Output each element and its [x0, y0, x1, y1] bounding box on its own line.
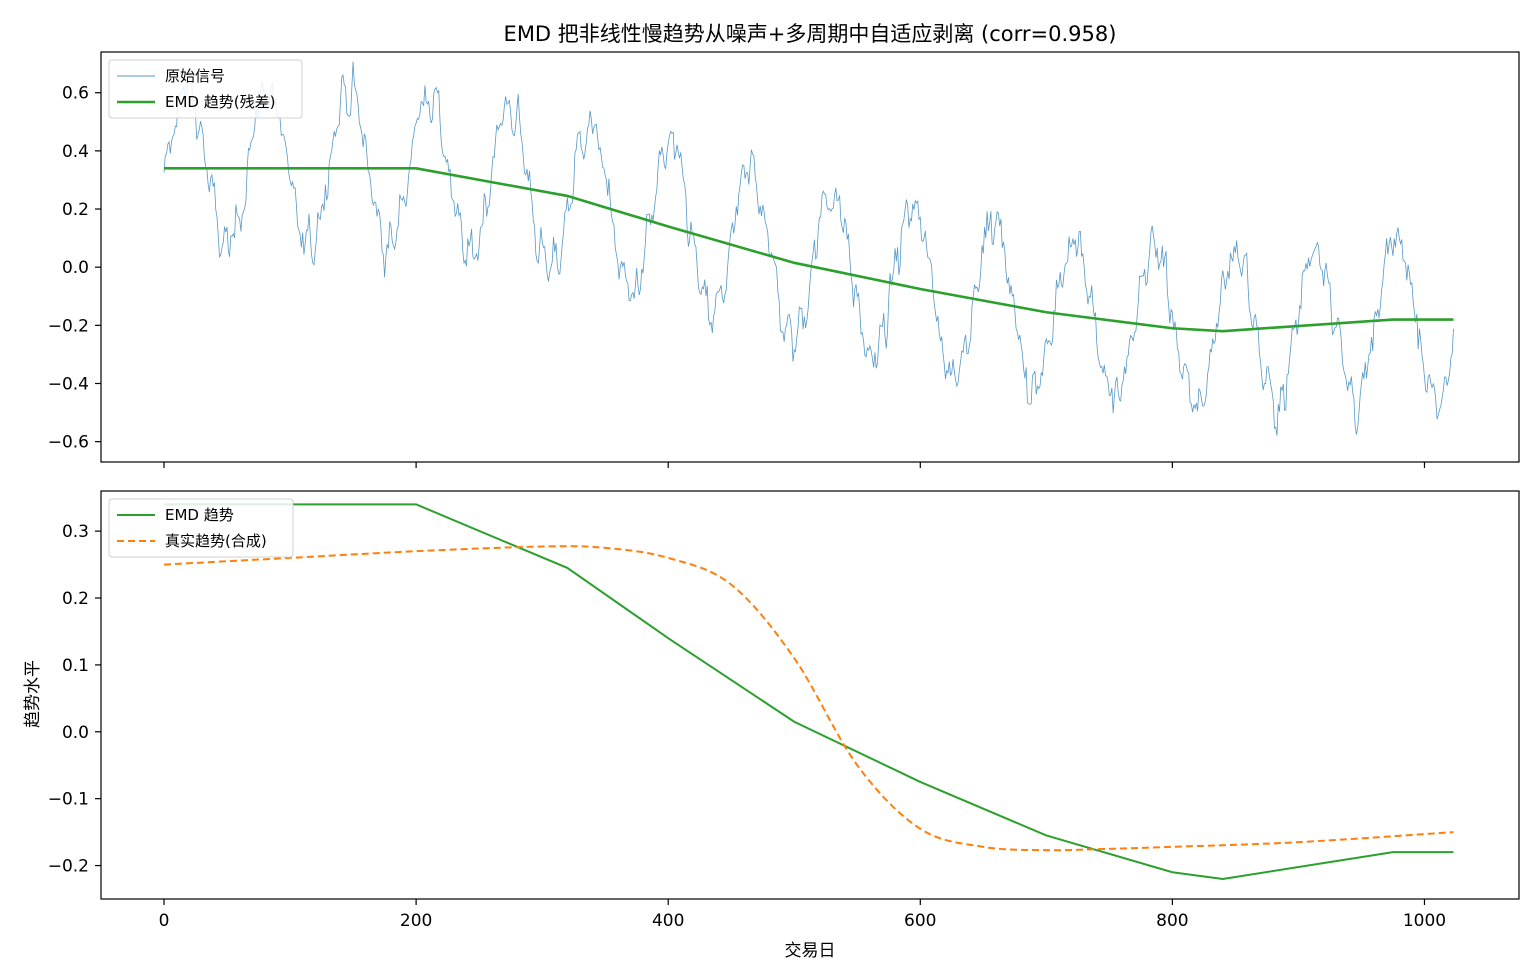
x-tick-label: 400 [652, 911, 684, 931]
y-tick-label: −0.6 [48, 433, 89, 453]
y-tick-label: 0.3 [62, 522, 89, 542]
y-tick-label: −0.2 [48, 316, 89, 336]
x-tick-label: 0 [159, 911, 170, 931]
legend-emd-label: EMD 趋势 [165, 506, 234, 524]
legend: 原始信号 EMD 趋势(残差) [108, 59, 303, 119]
raw-signal-line [163, 61, 1454, 436]
true-trend-line [163, 545, 1454, 852]
plot-area [163, 61, 1454, 436]
y-tick-label: 0.1 [62, 656, 89, 676]
legend-box [108, 498, 294, 558]
x-tick-label: 800 [1156, 911, 1188, 931]
y-tick-label: −0.1 [48, 790, 89, 810]
y-tick-label: 0.2 [62, 200, 89, 220]
legend-emd-label: EMD 趋势(残差) [165, 93, 275, 111]
x-axis-label: 交易日 [785, 941, 836, 961]
legend-true-label: 真实趋势(合成) [165, 532, 267, 550]
y-tick-label: 0.6 [62, 84, 89, 104]
y-tick-label: 0.4 [62, 142, 89, 162]
x-tick-label: 200 [400, 911, 432, 931]
bottom-panel: 0 200 400 600 800 1000 −0.2 −0.1 0.0 0.1 0.2 0.3 EMD… [48, 490, 1520, 931]
plot-area [163, 503, 1454, 880]
y-tick-label: 0.0 [62, 258, 89, 278]
legend-raw-label: 原始信号 [165, 67, 225, 85]
chart-title: EMD 把非线性慢趋势从噪声+多周期中自适应剥离 (corr=0.958) [504, 22, 1117, 46]
y-tick-label: −0.4 [48, 374, 89, 394]
axes-frame [100, 51, 1520, 463]
top-panel: −0.6 −0.4 −0.2 0.0 0.2 0.4 0.6 原始信号 EMD 趋势(残差) [48, 51, 1520, 468]
y-tick-label: −0.2 [48, 857, 89, 877]
axes-frame [100, 490, 1520, 900]
emd-trend-line [164, 167, 1454, 333]
x-tick-label: 1000 [1403, 911, 1446, 931]
y-tick-label: 0.2 [62, 589, 89, 609]
legend-box [108, 59, 303, 119]
y-tick-label: 0.0 [62, 723, 89, 743]
y-axis-label: 趋势水平 [23, 660, 43, 728]
x-tick-label: 600 [904, 911, 936, 931]
